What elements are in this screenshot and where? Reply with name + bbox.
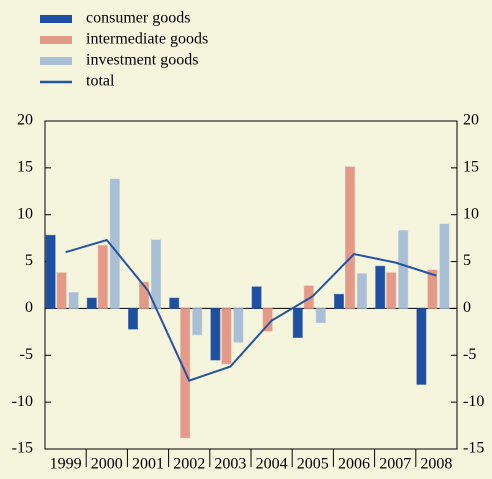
y2-tick-label: -5 <box>463 346 476 363</box>
bar <box>334 293 344 309</box>
x-tick-label: 2006 <box>338 456 370 473</box>
bar <box>233 307 244 343</box>
bar <box>45 234 56 309</box>
legend-swatch <box>40 57 72 65</box>
x-tick-label: 2000 <box>91 456 123 473</box>
bar <box>221 307 232 365</box>
bar <box>292 307 303 338</box>
legend-swatch <box>40 36 72 44</box>
y2-tick-label: -15 <box>463 440 484 457</box>
bar <box>386 272 397 309</box>
bar <box>375 265 386 309</box>
y-tick-label: 5 <box>25 252 33 269</box>
y-tick-label: 20 <box>17 112 33 129</box>
bar <box>416 307 427 385</box>
bar <box>169 297 180 309</box>
bar <box>139 281 149 309</box>
legend-label: consumer goods <box>86 10 190 27</box>
x-tick-label: 2005 <box>297 456 329 473</box>
x-tick-label: 2003 <box>214 456 246 473</box>
bar <box>251 286 262 309</box>
x-tick-label: 2004 <box>256 456 288 473</box>
bar <box>192 307 203 336</box>
bar <box>97 245 108 309</box>
bar <box>128 307 138 330</box>
y-tick-label: 0 <box>25 299 33 316</box>
x-tick-label: 2007 <box>379 456 411 473</box>
y-tick-label: -10 <box>12 393 33 410</box>
x-tick-label: 2001 <box>132 456 164 473</box>
y2-tick-label: -10 <box>463 393 484 410</box>
y-tick-label: -5 <box>20 346 33 363</box>
bar <box>86 297 97 309</box>
bar <box>68 291 79 309</box>
bar <box>427 269 438 309</box>
bar <box>109 178 120 309</box>
y-tick-label: 15 <box>17 159 33 176</box>
y2-tick-label: 0 <box>463 299 471 316</box>
bar <box>210 307 221 361</box>
legend-label: investment goods <box>86 52 198 69</box>
bar <box>439 223 450 309</box>
bar <box>345 166 355 309</box>
bar <box>56 272 67 309</box>
total-line <box>65 238 437 382</box>
x-tick-label: 1999 <box>50 456 82 473</box>
legend-swatch <box>40 15 72 23</box>
legend-label: intermediate goods <box>86 31 208 48</box>
y-tick-label: 10 <box>17 205 33 222</box>
legend-label: total <box>86 73 115 90</box>
y2-tick-label: 10 <box>463 205 479 222</box>
x-tick-label: 2008 <box>420 456 452 473</box>
y-tick-label: -15 <box>12 440 33 457</box>
y2-tick-label: 5 <box>463 252 471 269</box>
bar <box>151 239 161 309</box>
bar <box>315 307 326 323</box>
bar <box>398 230 409 309</box>
y2-tick-label: 15 <box>463 159 479 176</box>
x-tick-label: 2002 <box>173 456 205 473</box>
bar <box>357 273 367 309</box>
y2-tick-label: 20 <box>463 112 479 129</box>
bar <box>303 285 314 309</box>
